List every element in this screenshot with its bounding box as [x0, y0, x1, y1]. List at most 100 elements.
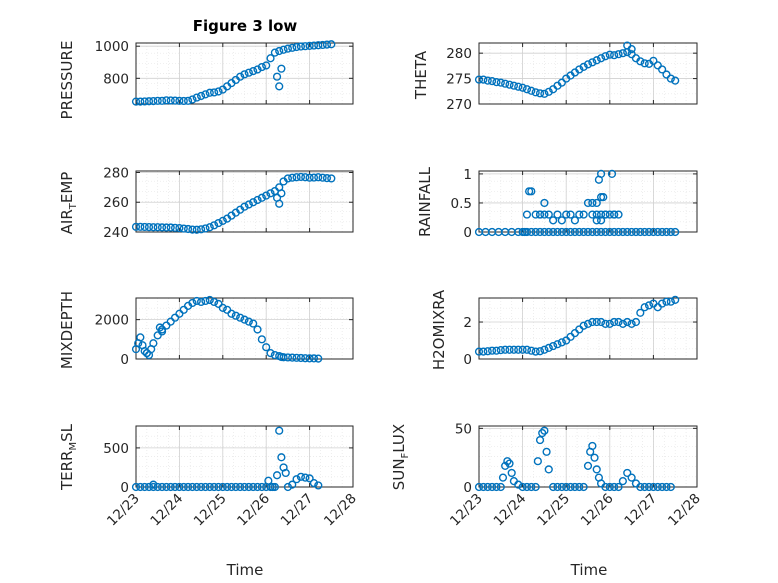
data-point — [292, 42, 301, 52]
data-point — [562, 482, 571, 492]
data-point — [518, 482, 527, 492]
y-tick-label: 0 — [120, 352, 129, 368]
data-point — [327, 40, 336, 49]
data-point — [157, 223, 167, 232]
data-point — [483, 76, 492, 85]
data-point — [131, 222, 141, 231]
data-point — [544, 87, 553, 96]
data-point — [296, 172, 306, 182]
data-point — [570, 329, 580, 338]
y-tick-label: 0 — [120, 480, 129, 496]
data-point — [579, 227, 588, 237]
data-point — [601, 482, 610, 492]
axes-box — [478, 297, 698, 360]
data-point — [266, 189, 275, 198]
data-point — [592, 210, 601, 219]
x-tick-label: 12/25 — [191, 491, 230, 530]
data-point — [188, 95, 197, 104]
data-point — [614, 50, 623, 59]
data-point — [179, 96, 188, 106]
data-point — [162, 223, 171, 232]
data-point — [601, 227, 610, 237]
data-point — [201, 224, 210, 233]
data-point — [505, 80, 514, 89]
xlabel-left: Time — [226, 561, 264, 579]
data-point — [149, 223, 158, 232]
data-point — [610, 482, 619, 492]
data-point — [540, 227, 549, 237]
subplot-h2omixra: 02 — [463, 295, 698, 368]
data-point — [649, 482, 658, 492]
data-point — [492, 346, 501, 355]
data-point — [575, 482, 584, 492]
data-point — [514, 82, 523, 91]
data-point — [531, 227, 540, 237]
y-tick-label: 275 — [446, 72, 472, 88]
data-point — [542, 447, 551, 456]
data-point — [487, 482, 497, 492]
subplot-pressure: 800 1000 — [95, 39, 354, 106]
data-point — [292, 353, 301, 362]
data-point — [231, 482, 240, 492]
data-point — [166, 317, 175, 326]
data-point — [583, 319, 593, 328]
data-point — [583, 60, 593, 69]
data-point — [474, 75, 484, 84]
data-point — [266, 348, 275, 358]
data-point — [566, 332, 575, 341]
data-point — [218, 303, 227, 312]
data-point — [136, 222, 145, 231]
data-point — [533, 457, 542, 466]
data-point — [566, 227, 575, 237]
data-point — [549, 341, 558, 351]
data-point — [627, 473, 636, 482]
data-point — [262, 343, 271, 352]
data-point — [218, 482, 227, 492]
data-point — [575, 210, 584, 219]
data-point — [540, 345, 549, 354]
data-point — [658, 65, 667, 74]
x-tick-label: 12/24 — [147, 491, 186, 530]
ylabel-pressure: PRESSURE — [58, 41, 76, 120]
data-point — [153, 482, 162, 492]
data-point — [653, 303, 662, 312]
data-point — [627, 227, 636, 237]
data-point — [592, 317, 601, 327]
data-point — [301, 354, 310, 363]
data-point — [236, 482, 245, 492]
data-point — [607, 169, 617, 179]
data-point — [249, 198, 258, 207]
data-point — [275, 426, 284, 435]
y-tick-label: 240 — [103, 225, 129, 241]
data-point — [197, 225, 206, 234]
data-point — [583, 461, 593, 470]
data-point — [272, 72, 282, 81]
data-point — [592, 216, 601, 225]
data-point — [610, 51, 619, 60]
data-point — [201, 296, 210, 306]
data-point — [596, 54, 606, 63]
data-point — [618, 477, 627, 486]
data-point — [601, 210, 610, 219]
data-point — [249, 482, 258, 492]
data-point — [575, 65, 584, 74]
y-tick-label: 800 — [103, 71, 129, 87]
data-point — [579, 321, 588, 330]
data-point — [183, 96, 193, 105]
data-point — [201, 482, 210, 492]
data-point — [540, 426, 549, 435]
data-point — [666, 74, 675, 83]
data-point — [503, 457, 512, 466]
data-point — [535, 89, 545, 98]
data-point — [570, 227, 580, 237]
data-point — [214, 482, 223, 492]
data-point — [575, 325, 584, 334]
data-point — [175, 224, 184, 233]
data-point — [157, 482, 167, 492]
data-point — [244, 317, 253, 326]
data-point — [507, 468, 516, 478]
data-point — [210, 88, 219, 97]
data-point — [596, 210, 606, 219]
data-point — [514, 480, 523, 489]
